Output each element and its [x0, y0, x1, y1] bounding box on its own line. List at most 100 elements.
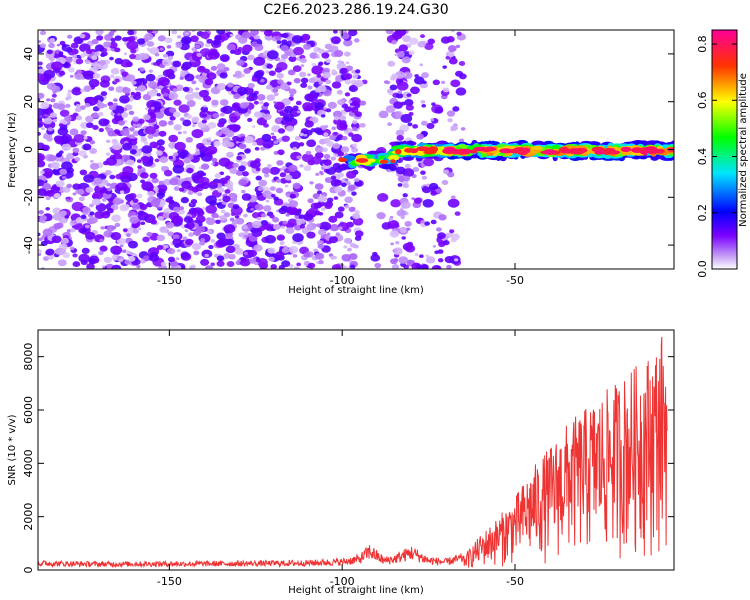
spectrogram-point [288, 245, 299, 254]
spectrogram-point [282, 220, 288, 225]
spectrogram-point [214, 173, 222, 179]
spectrogram-point [389, 84, 398, 91]
spectrogram-point [45, 196, 51, 201]
spectrogram-point [402, 183, 409, 189]
spectrogram-point [55, 222, 64, 229]
spectrogram-point [47, 127, 54, 132]
spectrogram-point [214, 214, 220, 219]
spectrogram-point [179, 206, 185, 211]
spectrogram-point [302, 102, 313, 111]
spectrogram-point [91, 39, 99, 45]
spectrogram-point [69, 246, 75, 251]
spectrogram-point [259, 78, 265, 83]
spectrogram-ylabel: Frequency (Hz) [7, 112, 18, 188]
spectrogram-point [137, 211, 149, 221]
spectrogram-point [158, 180, 165, 186]
spectrogram-point [174, 141, 186, 151]
spectrogram-point [137, 85, 147, 92]
spectrogram-point [191, 242, 202, 251]
spectrogram-point [226, 43, 236, 51]
spectrogram-point [300, 58, 307, 64]
spectrogram-point [226, 141, 235, 148]
spectrogram-point [450, 125, 458, 131]
spectrogram-point [419, 63, 424, 67]
snr-series-line [38, 336, 668, 569]
spectrogram-point [257, 186, 264, 192]
spectrogram-point [390, 159, 396, 164]
spectrogram-point [292, 105, 299, 111]
spectrogram-point [344, 196, 353, 204]
spectrogram-point [319, 221, 332, 231]
spectrogram-point [207, 111, 212, 115]
spectrogram-point [130, 48, 137, 54]
spectrogram-point [182, 86, 190, 92]
spectrogram-point [84, 224, 90, 229]
spectrogram-point [168, 155, 173, 160]
spectrogram-point [162, 212, 171, 219]
spectrogram-point [179, 76, 184, 80]
spectrogram-point [377, 193, 389, 202]
spectrogram-point [128, 110, 135, 116]
spectrogram-point [95, 30, 104, 36]
spectrogram-point [145, 107, 149, 110]
spectrogram-point [496, 154, 502, 161]
spectrogram-point [87, 97, 99, 106]
spectrogram-point [178, 187, 185, 192]
spectrogram-point [381, 163, 392, 170]
spectrogram-points [38, 30, 674, 269]
spectrogram-point [275, 187, 284, 194]
spectrogram-point [85, 115, 94, 123]
spectrogram-point [448, 57, 458, 65]
spectrogram-point [207, 50, 220, 60]
spectrogram-point [390, 199, 402, 208]
spectrogram-point [71, 201, 84, 212]
spectrogram-point [137, 227, 142, 230]
spectrogram-point [271, 193, 276, 198]
spectrogram-point [276, 79, 284, 85]
spectrogram-point [264, 173, 270, 178]
spectrogram-point [416, 133, 425, 140]
spectrogram-point [217, 237, 230, 247]
spectrogram-point [114, 47, 121, 53]
spectrogram-point [415, 150, 426, 156]
spectrogram-point [85, 59, 91, 65]
spectrogram-point [460, 127, 466, 131]
spectrogram-point [446, 264, 452, 269]
spectrogram-point [317, 195, 328, 203]
spectrogram-point [425, 256, 436, 264]
spectrogram-point [323, 154, 331, 160]
spectrogram-point [50, 98, 56, 103]
spectrogram-point [322, 71, 332, 79]
spectrogram-point [418, 254, 424, 259]
spectrogram-point [106, 139, 111, 143]
spectrogram-point [243, 68, 251, 74]
spectrogram-point [272, 88, 279, 93]
spectrogram-point [422, 80, 427, 85]
spectrogram-point [50, 185, 60, 193]
spectrogram-point [191, 116, 200, 123]
spectrogram-point [40, 102, 50, 110]
spectrogram-point [129, 216, 139, 224]
spectrogram-point [293, 77, 301, 84]
spectrogram-point [172, 164, 184, 174]
spectrogram-point [61, 161, 73, 171]
spectrogram-point [62, 252, 71, 259]
spectrogram-point [186, 114, 193, 119]
spectrogram-point [72, 192, 77, 196]
spectrogram-point [199, 240, 206, 246]
spectrogram-point [455, 44, 461, 49]
spectrogram-point [147, 134, 154, 140]
spectrogram-point [53, 192, 61, 199]
spectrogram-point [334, 179, 343, 186]
spectrogram-point [336, 89, 343, 95]
spectrogram-point [341, 135, 348, 141]
spectrogram-point [204, 78, 214, 86]
spectrogram-point [349, 97, 361, 107]
spectrogram-point [89, 162, 100, 170]
spectrogram-point [39, 215, 47, 222]
spectrogram-point [299, 164, 304, 168]
spectrogram-point [148, 122, 153, 126]
spectrogram-point [234, 93, 241, 98]
spectrogram-point [69, 228, 76, 233]
spectrogram-point [416, 146, 431, 152]
